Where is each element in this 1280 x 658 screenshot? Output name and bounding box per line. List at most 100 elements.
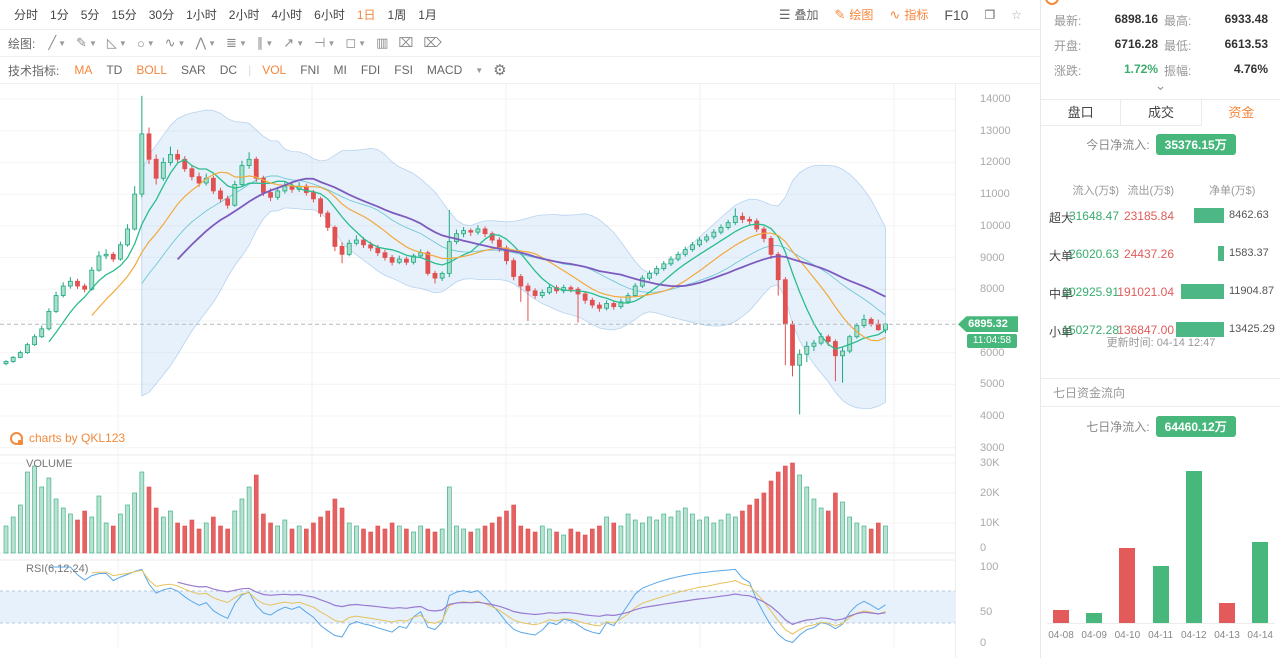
coin-logo-icon xyxy=(1045,0,1059,5)
peaks-tool-icon: ⋀ xyxy=(195,35,207,50)
trend-line-tool[interactable]: ╱ ▼ xyxy=(43,35,71,51)
chevron-down-icon[interactable]: ▼ xyxy=(146,38,155,48)
chart-canvas[interactable]: charts by QKL123 VOLUME RSI(6,12,24) xyxy=(0,84,955,658)
indicator-button[interactable]: ∿ 指标 xyxy=(889,6,929,23)
chevron-down-icon[interactable]: ▼ xyxy=(265,38,274,48)
chevron-down-icon[interactable]: ▼ xyxy=(118,38,127,48)
arrow-tool[interactable]: ↗ ▼ xyxy=(278,35,309,51)
fund-row-中单: 中单 202925.91 191021.04 11904.87 xyxy=(1049,284,1275,301)
interval-1月[interactable]: 1月 xyxy=(418,8,437,22)
peaks-tool[interactable]: ⋀ ▼ xyxy=(190,35,221,51)
eraser-tool-icon: ⌦ xyxy=(423,35,442,50)
chevron-down-icon[interactable]: ▼ xyxy=(238,38,247,48)
wave-tool[interactable]: ∿ ▼ xyxy=(160,35,191,51)
axis-label: 0 xyxy=(980,637,987,649)
interval-1周[interactable]: 1周 xyxy=(387,8,407,22)
favorite-star-icon[interactable]: ☆ xyxy=(1011,7,1022,22)
tab-资金[interactable]: 资金 xyxy=(1201,100,1280,126)
indicator-sar[interactable]: SAR xyxy=(181,63,206,77)
interval-分时[interactable]: 分时 xyxy=(14,8,39,22)
align-lines-tool-icon: ≣ xyxy=(226,35,237,50)
stat-cell: 最低: 6613.53 xyxy=(1164,37,1268,53)
gear-icon[interactable]: ⚙ xyxy=(493,62,507,79)
polygon-tool-icon: ◺ xyxy=(106,35,117,50)
indicator-dc[interactable]: DC xyxy=(219,63,238,77)
axis-label: 13000 xyxy=(980,124,1011,137)
indicator-fdi[interactable]: FDI xyxy=(360,63,381,77)
interval-4小时[interactable]: 4小时 xyxy=(271,8,303,22)
callout-tool[interactable]: ◻ ▼ xyxy=(340,35,371,51)
tab-盘口[interactable]: 盘口 xyxy=(1041,100,1122,126)
trash-tool[interactable]: ⌧ xyxy=(393,35,418,51)
indicator-macd[interactable]: MACD xyxy=(426,63,463,77)
indicator-boll[interactable]: BOLL xyxy=(136,63,168,77)
chevron-down-icon[interactable]: ▼ xyxy=(475,65,484,75)
watermark-text: charts by QKL123 xyxy=(29,431,126,445)
interval-list: 分时 1分 5分 15分 30分 1小时 2小时 4小时 6小时 1日 1周 1月 xyxy=(8,6,443,23)
chevron-down-icon[interactable]: ▼ xyxy=(58,38,67,48)
polygon-tool[interactable]: ◺ ▼ xyxy=(102,35,132,51)
chevron-down-icon[interactable]: ▼ xyxy=(358,38,367,48)
axis-label: 6000 xyxy=(980,346,1005,359)
pencil-tool-icon: ✎ xyxy=(76,35,87,50)
flow-bar-04-14 xyxy=(1252,542,1269,623)
flow-bar-04-11 xyxy=(1152,566,1169,623)
fund-row-小单: 小单 150272.28 136847.00 13425.29 xyxy=(1049,322,1275,339)
interval-1分[interactable]: 1分 xyxy=(50,8,69,22)
overlay-button[interactable]: ☰ 叠加 xyxy=(778,6,819,23)
seven-day-net-inflow-label: 七日净流入: xyxy=(1086,420,1150,434)
line-chart-icon: ∿ xyxy=(889,6,901,22)
axis-label: 9000 xyxy=(980,251,1005,264)
price-stats: 最新: 6898.16 最高: 6933.48 开盘: 6716.28 最低: 6613.53… xyxy=(1041,8,1280,83)
align-lines-tool[interactable]: ≣ ▼ xyxy=(221,35,252,51)
horizontal-ray-tool[interactable]: ⊣ ▼ xyxy=(309,35,340,51)
market-sidebar: 最新: 6898.16 最高: 6933.48 开盘: 6716.28 最低: 6613.53… xyxy=(1040,0,1280,658)
fullscreen-icon[interactable]: ❐ xyxy=(984,7,996,22)
price-axis: 1400013000120001100010000900080007000600… xyxy=(955,84,1040,658)
indicator-mi[interactable]: MI xyxy=(333,63,347,77)
interval-1日[interactable]: 1日 xyxy=(356,8,376,22)
qkl123-logo-icon xyxy=(10,431,23,445)
indicator-fsi[interactable]: FSI xyxy=(394,63,413,77)
update-time: 更新时间: 04-14 12:47 xyxy=(1106,337,1216,349)
flow-bar-04-08 xyxy=(1053,610,1069,623)
f10-button[interactable]: F10 xyxy=(944,6,969,23)
interval-1小时[interactable]: 1小时 xyxy=(186,8,217,22)
indicator-separator: | xyxy=(248,63,252,77)
stats-bars-tool[interactable]: ▥ xyxy=(371,35,393,51)
collapse-chevron-icon[interactable]: ⌄ xyxy=(1154,77,1167,93)
stat-cell: 最高: 6933.48 xyxy=(1164,12,1268,28)
interval-2小时[interactable]: 2小时 xyxy=(228,8,260,22)
flow-bar-04-10 xyxy=(1119,548,1136,623)
indicator-fni[interactable]: FNI xyxy=(300,63,320,77)
axis-label: 10000 xyxy=(980,219,1011,232)
interval-15分[interactable]: 15分 xyxy=(111,8,137,22)
vertical-lines-tool[interactable]: ∥ ▼ xyxy=(252,35,278,51)
trash-tool-icon: ⌧ xyxy=(398,35,414,50)
interval-5分[interactable]: 5分 xyxy=(80,8,100,22)
tab-成交[interactable]: 成交 xyxy=(1121,100,1202,126)
axis-label: 14000 xyxy=(980,93,1011,105)
wave-tool-icon: ∿ xyxy=(164,35,176,50)
chevron-down-icon[interactable]: ▼ xyxy=(208,38,217,48)
interval-6小时[interactable]: 6小时 xyxy=(314,8,345,22)
chevron-down-icon[interactable]: ▼ xyxy=(296,38,305,48)
flow-bar-04-13 xyxy=(1219,603,1235,623)
indicator-ma[interactable]: MA xyxy=(74,63,93,77)
chevron-down-icon[interactable]: ▼ xyxy=(327,38,336,48)
flow-date-label: 04-12 xyxy=(1181,630,1207,641)
fund-row-大单: 大单 26020.63 24437.26 1583.37 xyxy=(1049,246,1269,263)
interval-30分[interactable]: 30分 xyxy=(148,8,175,22)
today-net-inflow: 今日净流入: 35376.15万 xyxy=(1041,134,1280,155)
eraser-tool[interactable]: ⌦ xyxy=(418,35,446,51)
callout-tool-icon: ◻ xyxy=(345,35,357,50)
chevron-down-icon[interactable]: ▼ xyxy=(89,38,97,48)
chevron-down-icon[interactable]: ▼ xyxy=(177,38,186,48)
pencil-tool[interactable]: ✎ ▼ xyxy=(71,35,102,51)
sidebar-tabs: 盘口 成交 资金 xyxy=(1041,99,1280,126)
ellipse-tool[interactable]: ○ ▼ xyxy=(132,35,160,51)
indicator-vol[interactable]: VOL xyxy=(262,63,287,77)
indicator-td[interactable]: TD xyxy=(106,63,123,77)
draw-button[interactable]: ✎ 绘图 xyxy=(834,6,874,23)
